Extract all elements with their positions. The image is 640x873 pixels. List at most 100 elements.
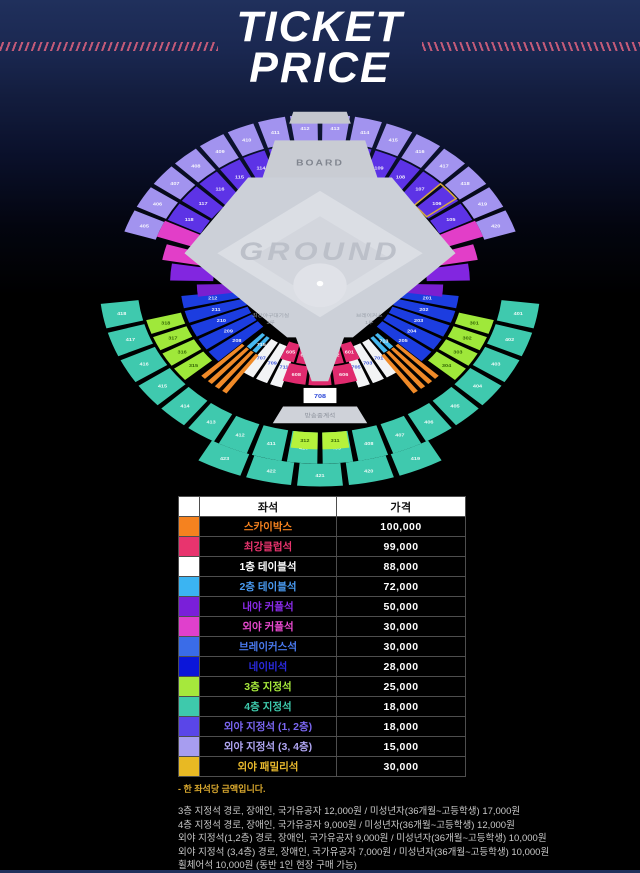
stadium-strip-outfield-couple-strip bbox=[439, 220, 484, 248]
stadium-section-teal-4f-ring bbox=[380, 415, 422, 454]
seat-price: 50,000 bbox=[336, 596, 466, 617]
stadium-section-navy-ring-left bbox=[190, 306, 252, 337]
section-code-label: 421 bbox=[315, 473, 324, 478]
seat-name: 4층 지정석 bbox=[199, 696, 337, 717]
stadium-section-teal-4f-ring bbox=[218, 415, 260, 454]
stadium-section-green-3f-right bbox=[438, 339, 478, 366]
stadium-section-navy-ring-left bbox=[198, 314, 257, 350]
seat-price: 100,000 bbox=[336, 516, 466, 537]
stadium-svg: 405 406 407 408 409 410 411 412 413 414 415 416 417 4… bbox=[100, 111, 540, 487]
stadium-section-teal-4f-bottom-row bbox=[297, 462, 343, 487]
section-code-label: 417 bbox=[439, 164, 448, 169]
stadium-section-white-table-left bbox=[256, 343, 287, 384]
section-code-label: 705 bbox=[351, 365, 360, 370]
section-code-label: 406 bbox=[153, 202, 162, 207]
scoreboard-back bbox=[289, 111, 351, 124]
board-box bbox=[261, 140, 379, 181]
seat-color-swatch bbox=[178, 676, 200, 697]
section-code-label: 410 bbox=[242, 138, 251, 143]
seat-price: 18,000 bbox=[336, 716, 466, 737]
svg-text:3루: 3루 bbox=[266, 319, 275, 325]
footnote-line: 휠체어석 10,000원 (동반 1인 현장 구매 가능) bbox=[178, 860, 357, 871]
broadcast-label: 방송중계석 bbox=[305, 412, 336, 419]
section-code-label: 407 bbox=[170, 182, 179, 187]
stadium-section-outfield-4f-ring bbox=[462, 187, 504, 219]
section-code-label: 315 bbox=[189, 363, 198, 368]
section-code-label: 408 bbox=[364, 441, 373, 446]
price-table-row: 4층 지정석 18,000 bbox=[178, 696, 466, 717]
price-table-row: 외야 패밀리석 30,000 bbox=[178, 756, 466, 777]
stadium-section-outfield-4f-ring bbox=[401, 134, 441, 168]
section-code-label: 401 bbox=[514, 311, 523, 316]
seat-name: 내야 커플석 bbox=[199, 596, 337, 617]
stadium-section-navy-ring-right bbox=[393, 298, 456, 323]
section-code-label: 211 bbox=[212, 307, 221, 312]
price-table-row: 1층 테이블석 88,000 bbox=[178, 556, 466, 577]
price-table-row: 외야 커플석 30,000 bbox=[178, 616, 466, 637]
section-code-label: 601 bbox=[345, 350, 354, 355]
stadium-section-outfield-12f-ring bbox=[400, 171, 441, 206]
stadium-section-teal-4f-bottom-row bbox=[246, 455, 295, 486]
infield-inner bbox=[250, 216, 390, 303]
section-code-label: 405 bbox=[140, 224, 149, 229]
svg-text:최강야구대기실: 최강야구대기실 bbox=[252, 312, 289, 319]
footnote-line: 외야 지정석 (3,4층) 경로, 장애인, 국가유공자 7,000원 / 미성… bbox=[178, 846, 550, 858]
section-code-label: 413 bbox=[330, 126, 339, 131]
seat-name: 1층 테이블석 bbox=[199, 556, 337, 577]
section-code-label: 303 bbox=[453, 350, 462, 355]
section-code-label: 608 bbox=[292, 372, 301, 377]
stadium-section-green-3f-left bbox=[146, 312, 186, 334]
section-code-label: 414 bbox=[180, 404, 189, 409]
stadium-section-green-3f-right bbox=[447, 326, 487, 351]
section-code-label: 418 bbox=[460, 182, 469, 187]
section-code-label: 701 bbox=[374, 356, 383, 361]
header-swatch-cell bbox=[178, 496, 200, 517]
stadium-section-navy-ring-left bbox=[184, 298, 247, 323]
price-table: 좌석 가격 스카이박스 100,000 최강클럽석 99,000 1층 테이블석 88,0… bbox=[178, 496, 466, 777]
stadium-section-lime-3f-bottom bbox=[290, 430, 318, 450]
price-table-row: 3층 지정석 25,000 bbox=[178, 676, 466, 697]
stadium-section-skybox-right bbox=[395, 343, 439, 379]
stadium-section-skybox-right bbox=[391, 347, 433, 385]
header: TICKET PRICE bbox=[0, 0, 640, 102]
section-code-label: 403 bbox=[491, 362, 500, 367]
stadium-section-teal-4f-ring bbox=[472, 346, 520, 383]
seat-price: 18,000 bbox=[336, 696, 466, 717]
stadium-section-lime-3f-bottom bbox=[322, 430, 350, 450]
price-table-row: 2층 테이블석 72,000 bbox=[178, 576, 466, 597]
section-code-label: 418 bbox=[117, 311, 126, 316]
stadium-section-green-3f-left bbox=[162, 339, 202, 366]
stadium-section-outfield-12f-ring bbox=[430, 203, 473, 234]
seat-color-swatch bbox=[178, 536, 200, 557]
page-title-line1: TICKET bbox=[236, 3, 404, 51]
dugout-left-label: 최강야구대기실 3루 bbox=[252, 312, 289, 326]
stadium-section-teal-4f-ring bbox=[138, 368, 186, 406]
seat-name: 외야 커플석 bbox=[199, 616, 337, 637]
stadium-section-teal-4f-ring bbox=[496, 300, 540, 329]
seat-name: 외야 지정석 (3, 4층) bbox=[199, 736, 337, 757]
section-code-label: 312 bbox=[300, 439, 309, 444]
seat-color-swatch bbox=[178, 736, 200, 757]
seat-color-swatch bbox=[178, 616, 200, 637]
stadium-section-outfield-4f-ring bbox=[424, 148, 466, 183]
section-code-label: 407 bbox=[395, 433, 404, 438]
stadium-section-sky-table-right bbox=[370, 336, 388, 353]
svg-text:1루: 1루 bbox=[365, 319, 374, 325]
stadium-section-outfield-12f-ring bbox=[199, 171, 240, 206]
seat-price: 99,000 bbox=[336, 536, 466, 557]
stadium-section-teal-4f-ring bbox=[487, 324, 533, 357]
seat-name: 브레이커스석 bbox=[199, 636, 337, 657]
stadium-section-teal-4f-ring bbox=[188, 402, 233, 442]
stadium-section-teal-4f-ring bbox=[100, 300, 144, 329]
stadium-section-white-table-right bbox=[362, 339, 398, 378]
stadium-section-green-3f-right bbox=[454, 312, 494, 334]
section-code-label: 108 bbox=[396, 175, 405, 180]
section-code-label: 317 bbox=[168, 336, 177, 341]
stadium-section-navy-ring-right bbox=[376, 321, 432, 362]
section-code-label: 203 bbox=[414, 319, 423, 324]
stadium-section-navy-ring-left bbox=[181, 290, 244, 309]
section-code-label: 311 bbox=[331, 439, 340, 444]
section-code-label: 107 bbox=[415, 187, 424, 192]
pitcher-mound-dot bbox=[316, 280, 324, 287]
stadium-section-outfield-4f-ring bbox=[153, 166, 196, 200]
